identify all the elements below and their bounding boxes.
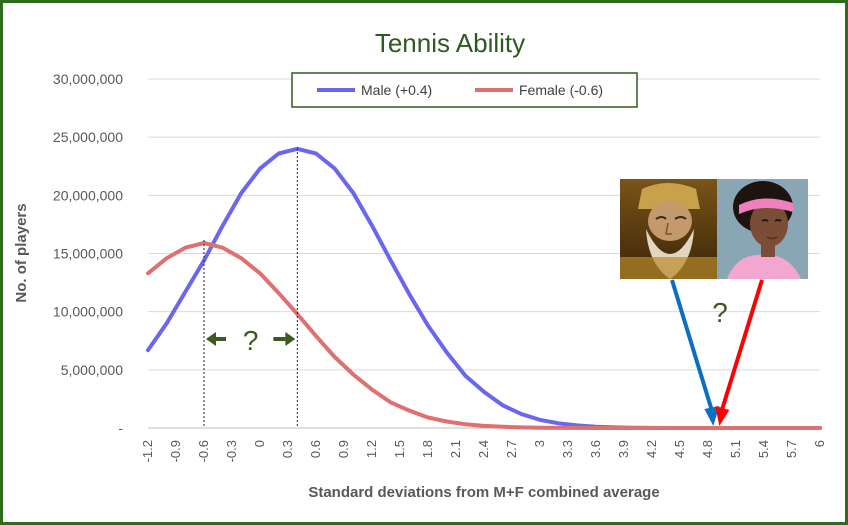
chart-title: Tennis Ability: [375, 28, 525, 58]
y-tick-label: 30,000,000: [53, 71, 123, 87]
x-tick-label: 1.8: [420, 440, 435, 458]
x-tick-label: 0.9: [336, 440, 351, 458]
x-tick-label: 2.4: [476, 440, 491, 458]
y-tick-label: 5,000,000: [61, 362, 123, 378]
x-tick-label: -1.2: [140, 440, 155, 462]
annotations: ??: [203, 148, 764, 428]
x-tick-label: 4.2: [644, 440, 659, 458]
gap-question-mark: ?: [243, 325, 259, 356]
red-arrow-head: [715, 406, 730, 426]
x-tick-label: 0: [252, 440, 267, 447]
legend-female-label: Female (-0.6): [519, 82, 603, 98]
x-tick-label: -0.9: [168, 440, 183, 462]
bearded-man-portrait: [620, 179, 717, 279]
x-tick-label: 3.3: [560, 440, 575, 458]
left-arrow-head: [206, 332, 216, 346]
legend: Male (+0.4) Female (-0.6): [291, 72, 638, 108]
x-tick-label: 3: [532, 440, 547, 447]
red-arrow-shaft: [719, 279, 764, 413]
x-tick-label: 5.1: [728, 440, 743, 458]
x-tick-label: 6: [812, 440, 827, 447]
x-tick-label: 4.8: [700, 440, 715, 458]
x-tick-label: 2.1: [448, 440, 463, 458]
legend-male-label: Male (+0.4): [361, 82, 432, 98]
x-tick-label: 3.6: [588, 440, 603, 458]
x-tick-labels: -1.2 -0.9 -0.6 -0.3 0 0.3 0.6 0.9 1.2 1.5 1.8 2.1 2.…: [140, 440, 827, 462]
x-tick-label: 0.6: [308, 440, 323, 458]
x-tick-label: 4.5: [672, 440, 687, 458]
x-tick-label: -0.3: [224, 440, 239, 462]
x-tick-label: 5.7: [784, 440, 799, 458]
female-tennis-player-portrait: [717, 179, 808, 279]
x-tick-label: 3.9: [616, 440, 631, 458]
y-tick-label: 15,000,000: [53, 246, 123, 262]
x-tick-label: 5.4: [756, 440, 771, 458]
blue-arrow-head: [704, 406, 720, 426]
x-tick-label: 0.3: [280, 440, 295, 458]
series-lines: [146, 146, 822, 430]
x-tick-label: -0.6: [196, 440, 211, 462]
y-tick-label: 10,000,000: [53, 304, 123, 320]
y-tick-label: -: [118, 420, 123, 436]
photo-question-mark: ?: [712, 297, 728, 328]
x-axis-label: Standard deviations from M+F combined av…: [308, 484, 659, 501]
y-tick-label: 20,000,000: [53, 187, 123, 203]
y-axis-label: No. of players: [13, 203, 30, 302]
female-series-line: [146, 241, 822, 430]
y-tick-labels: - 5,000,000 10,000,000 15,000,000 20,000,000…: [53, 71, 123, 436]
y-tick-label: 25,000,000: [53, 129, 123, 145]
x-tick-label: 1.2: [364, 440, 379, 458]
x-tick-label: 2.7: [504, 440, 519, 458]
blue-arrow-shaft: [670, 279, 715, 413]
x-tick-label: 1.5: [392, 440, 407, 458]
right-arrow-head: [285, 332, 296, 346]
